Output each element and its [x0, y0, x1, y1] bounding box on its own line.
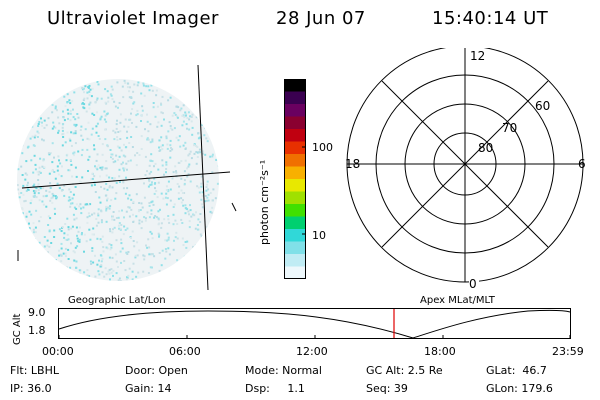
- colorbar-tick-100: 100: [312, 141, 333, 154]
- timeline-left-title: Geographic Lat/Lon: [68, 295, 166, 306]
- status-seq: Seq: 39: [366, 382, 408, 395]
- lat-label-70: 70: [502, 121, 517, 135]
- colorbar: [284, 79, 306, 280]
- timeline-frame: [58, 308, 571, 339]
- colorbar-tick-10: 10: [312, 229, 326, 242]
- timeline-y-label: GC Alt: [12, 313, 23, 345]
- status-flt: Flt: LBHL: [10, 364, 59, 377]
- polar-plot: 12 18 6 0 80 70 60: [345, 48, 586, 291]
- y-tick-1.8: 1.8: [28, 324, 46, 337]
- mlt-label-18: 18: [345, 157, 360, 171]
- timeline-right-title: Apex MLat/MLT: [420, 295, 495, 306]
- edge-mark: [231, 202, 237, 212]
- mlt-label-0: 0: [469, 277, 477, 291]
- colorbar-unit-label: photon cm⁻²s⁻¹: [258, 159, 271, 245]
- x-tick-1200: 12:00: [296, 345, 328, 358]
- x-tick-0000: 00:00: [42, 345, 74, 358]
- latitude-line: [21, 171, 231, 189]
- colorbar-gradient: [284, 79, 306, 280]
- status-dsp: Dsp: 1.1: [245, 382, 305, 395]
- app-title: Ultraviolet Imager: [47, 8, 219, 29]
- time-label: 15:40:14 UT: [432, 8, 549, 29]
- x-tick-2359: 23:59: [552, 345, 584, 358]
- longitude-line: [197, 64, 209, 291]
- status-ip: IP: 36.0: [10, 382, 52, 395]
- y-tick-9: 9.0: [28, 306, 46, 319]
- status-gc-alt: GC Alt: 2.5 Re: [366, 364, 443, 377]
- status-glat: GLat: 46.7: [486, 364, 547, 377]
- status-mode: Mode: Normal: [245, 364, 322, 377]
- altitude-curve: [58, 309, 571, 339]
- mlt-label-6: 6: [578, 157, 586, 171]
- status-glon: GLon: 179.6: [486, 382, 553, 395]
- status-door: Door: Open: [125, 364, 188, 377]
- x-tick-0600: 06:00: [169, 345, 201, 358]
- header: Ultraviolet Imager 28 Jun 07 15:40:14 UT: [0, 0, 600, 40]
- x-tick-1800: 18:00: [424, 345, 456, 358]
- altitude-timeline: [58, 308, 571, 339]
- date-label: 28 Jun 07: [276, 8, 366, 29]
- diagonal-line: [381, 80, 549, 248]
- lat-label-80: 80: [478, 141, 493, 155]
- status-gain: Gain: 14: [125, 382, 172, 395]
- mlt-label-12: 12: [470, 49, 485, 63]
- geographic-image: [17, 64, 237, 291]
- image-disk: [17, 79, 219, 281]
- lat-label-60: 60: [535, 99, 550, 113]
